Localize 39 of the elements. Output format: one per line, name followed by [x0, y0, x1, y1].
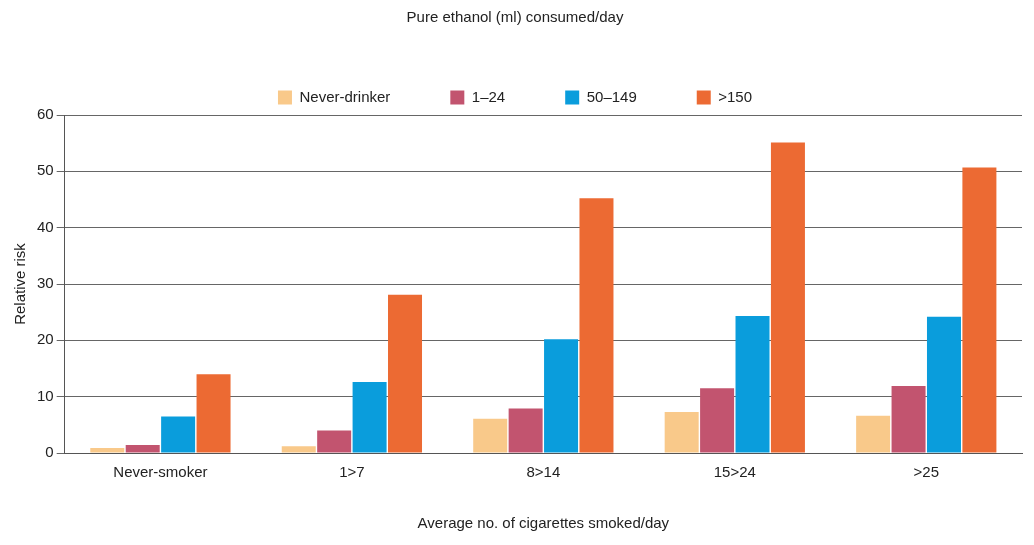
bar [891, 385, 926, 453]
bar [90, 447, 125, 453]
legend-label: 50–149 [586, 87, 637, 105]
y-axis-title: Relative risk [11, 242, 29, 325]
x-axis-title: Average no. of cigarettes smoked/day [417, 514, 670, 532]
x-tick-label: Never-smoker [113, 463, 208, 481]
bar [125, 445, 160, 453]
x-tick-label: 15>24 [713, 463, 756, 481]
bar [926, 316, 961, 453]
x-tick-label: 8>14 [526, 463, 561, 481]
bar [281, 446, 316, 453]
bar [664, 411, 699, 453]
bar [317, 430, 352, 453]
bar [352, 382, 387, 453]
bar [579, 198, 614, 453]
y-tick-label: 0 [45, 443, 54, 461]
y-tick-label: 40 [37, 217, 54, 235]
bar [962, 167, 997, 453]
bar [735, 316, 770, 453]
bar [388, 294, 423, 453]
bar [508, 408, 543, 453]
legend-label: 1–24 [471, 87, 506, 105]
y-tick-label: 60 [37, 105, 54, 123]
bar [473, 418, 508, 453]
x-tick-label: 1>7 [339, 463, 365, 481]
bar [700, 388, 735, 453]
y-tick-label: 30 [37, 274, 54, 292]
legend-label: Never-drinker [299, 87, 391, 105]
legend-title: Pure ethanol (ml) consumed/day [406, 7, 624, 25]
y-tick-label: 20 [37, 330, 54, 348]
y-tick-label: 10 [37, 386, 54, 404]
bar [856, 415, 891, 453]
bar [770, 142, 805, 453]
bar [196, 374, 231, 453]
x-tick-label: >25 [913, 463, 939, 481]
y-tick-label: 50 [37, 161, 54, 179]
bar [544, 339, 579, 453]
bar [161, 416, 196, 453]
legend-label: >150 [718, 87, 753, 105]
